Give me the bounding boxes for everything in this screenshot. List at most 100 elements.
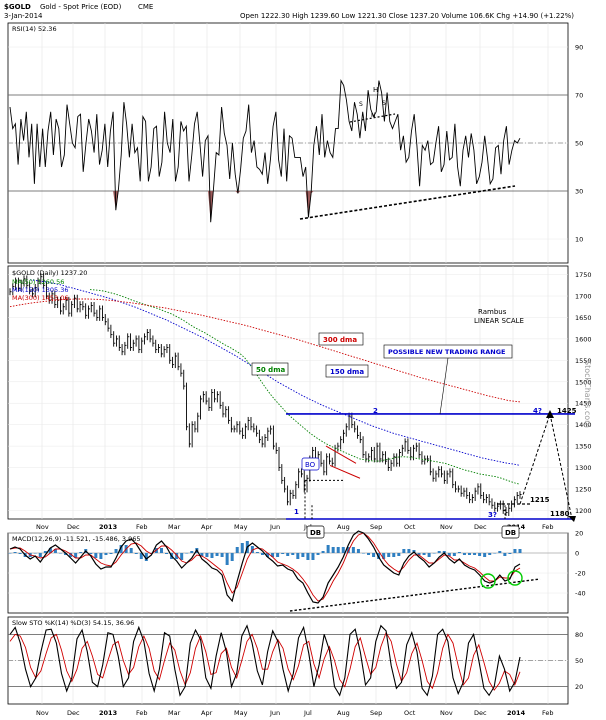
- label-300-box: [318, 332, 364, 346]
- rsi-line: [9, 79, 521, 223]
- x-tick-label-lower: Oct: [404, 709, 416, 717]
- macd-histogram-bar: [230, 553, 234, 561]
- macd-histogram-bar: [119, 545, 123, 553]
- macd-histogram-bar: [326, 545, 330, 553]
- y-tick-label: 1350: [575, 443, 592, 451]
- macd-histogram-bar: [321, 551, 325, 553]
- macd-histogram-bar: [513, 549, 517, 553]
- x-tick-label-lower: Aug: [337, 709, 350, 717]
- macd-histogram-bar: [361, 553, 365, 554]
- range-label-pointer: [439, 357, 449, 415]
- x-tick-label-lower: Jul: [303, 709, 312, 717]
- x-tick-label-upper: Dec: [474, 523, 487, 531]
- x-tick-label-lower: May: [234, 709, 248, 717]
- macd-histogram-bar: [99, 553, 103, 559]
- macd-histogram-bar: [58, 553, 62, 554]
- x-tick-label-upper: Aug: [337, 523, 350, 531]
- x-tick-label-upper: Feb: [136, 523, 148, 531]
- bo-box: [301, 457, 320, 471]
- macd-cross-circle-2: [507, 570, 523, 586]
- rsi-support-trendline: [299, 185, 516, 220]
- macd-histogram-bar: [79, 552, 83, 553]
- y-tick-label: 50: [575, 140, 583, 148]
- macd-histogram-bar: [210, 553, 214, 558]
- macd-histogram-bar: [483, 553, 487, 557]
- macd-histogram-bar: [488, 553, 492, 555]
- x-tick-label-lower: Dec: [474, 709, 487, 717]
- macd-title: MACD(12,26,9) -11.521, -15.486, 3.965: [12, 535, 140, 543]
- macd-histogram-bar: [422, 553, 426, 555]
- macd-histogram-bar: [432, 553, 436, 554]
- db-box-2: [501, 525, 520, 539]
- macd-histogram-bar: [407, 549, 411, 553]
- macd-histogram-bar: [104, 553, 108, 555]
- x-tick-label-lower: Dec: [67, 709, 80, 717]
- x-tick-label-upper: Dec: [67, 523, 80, 531]
- ma50-legend: MA(50) 1260.56: [12, 278, 64, 286]
- range-label: POSSIBLE NEW TRADING RANGE: [388, 348, 505, 356]
- x-tick-label-lower: Feb: [136, 709, 148, 717]
- macd-histogram-bar: [336, 547, 340, 553]
- macd-histogram-bar: [286, 553, 290, 556]
- x-tick-label-upper: May: [234, 523, 248, 531]
- ma50-line: [89, 289, 521, 485]
- macd-histogram-bar: [367, 553, 371, 555]
- y-tick-label: 1750: [575, 271, 592, 279]
- x-tick-label-upper: Feb: [542, 523, 554, 531]
- macd-histogram-bar: [457, 552, 461, 553]
- flag-lower-line: [329, 464, 361, 479]
- rsi-oversold-fill: [208, 191, 214, 223]
- macd-histogram-bar: [503, 553, 507, 556]
- x-tick-label-lower: Apr: [201, 709, 213, 717]
- y-tick-label: 90: [575, 44, 583, 52]
- projected-path: [519, 412, 573, 520]
- macd-histogram-bar: [351, 547, 355, 553]
- macd-histogram-bar: [134, 553, 138, 554]
- point-4: 4?: [533, 407, 542, 415]
- macd-histogram-bar: [175, 553, 179, 559]
- price-title: $GOLD (Daily) 1237.20: [12, 269, 87, 277]
- macd-histogram-bar: [33, 553, 37, 554]
- macd-histogram-bar: [266, 553, 270, 557]
- macd-histogram-bar: [43, 551, 47, 553]
- macd-histogram-bar: [94, 553, 98, 558]
- x-tick-label-upper: Oct: [404, 523, 416, 531]
- chart-date: 3-Jan-2014: [4, 12, 43, 20]
- y-tick-label: 10: [575, 236, 583, 244]
- macd-histogram-bar: [518, 549, 522, 553]
- db-label-2: DB: [505, 529, 516, 537]
- macd-histogram-bar: [462, 553, 466, 555]
- macd-histogram-bar: [255, 552, 259, 553]
- macd-histogram-bar: [276, 553, 280, 557]
- bo-label: BO: [305, 461, 316, 469]
- macd-histogram-bar: [356, 549, 360, 553]
- instrument-name: Gold - Spot Price (EOD): [40, 3, 122, 11]
- y-tick-label: 1250: [575, 485, 592, 493]
- y-tick-label: 1500: [575, 378, 592, 386]
- x-tick-label-upper: Nov: [36, 523, 49, 531]
- macd-histogram-bar: [53, 549, 57, 553]
- macd-histogram-bar: [447, 553, 451, 556]
- y-tick-label: 80: [575, 631, 583, 639]
- symbol-label: $GOLD: [4, 3, 31, 11]
- macd-histogram-bar: [205, 553, 209, 557]
- x-tick-label-upper: Nov: [440, 523, 453, 531]
- x-tick-label-upper: Mar: [168, 523, 181, 531]
- macd-cross-circle-1: [480, 573, 496, 589]
- x-tick-label-lower: Nov: [36, 709, 49, 717]
- macd-histogram-bar: [493, 553, 497, 554]
- macd-histogram-bar: [271, 553, 275, 557]
- macd-histogram-bar: [114, 549, 118, 553]
- y-tick-label: 0: [575, 550, 579, 558]
- macd-histogram-bar: [397, 553, 401, 556]
- macd-histogram-bar: [427, 553, 431, 557]
- x-tick-label-lower: Jun: [269, 709, 280, 717]
- macd-histogram-bar: [296, 553, 300, 559]
- grid-layer: [8, 23, 568, 704]
- macd-histogram-bar: [473, 553, 477, 555]
- label-50-box: [251, 362, 289, 376]
- y-tick-label: 30: [575, 188, 583, 196]
- macd-histogram-bar: [8, 553, 12, 554]
- label-150-dma: 150 dma: [330, 368, 364, 376]
